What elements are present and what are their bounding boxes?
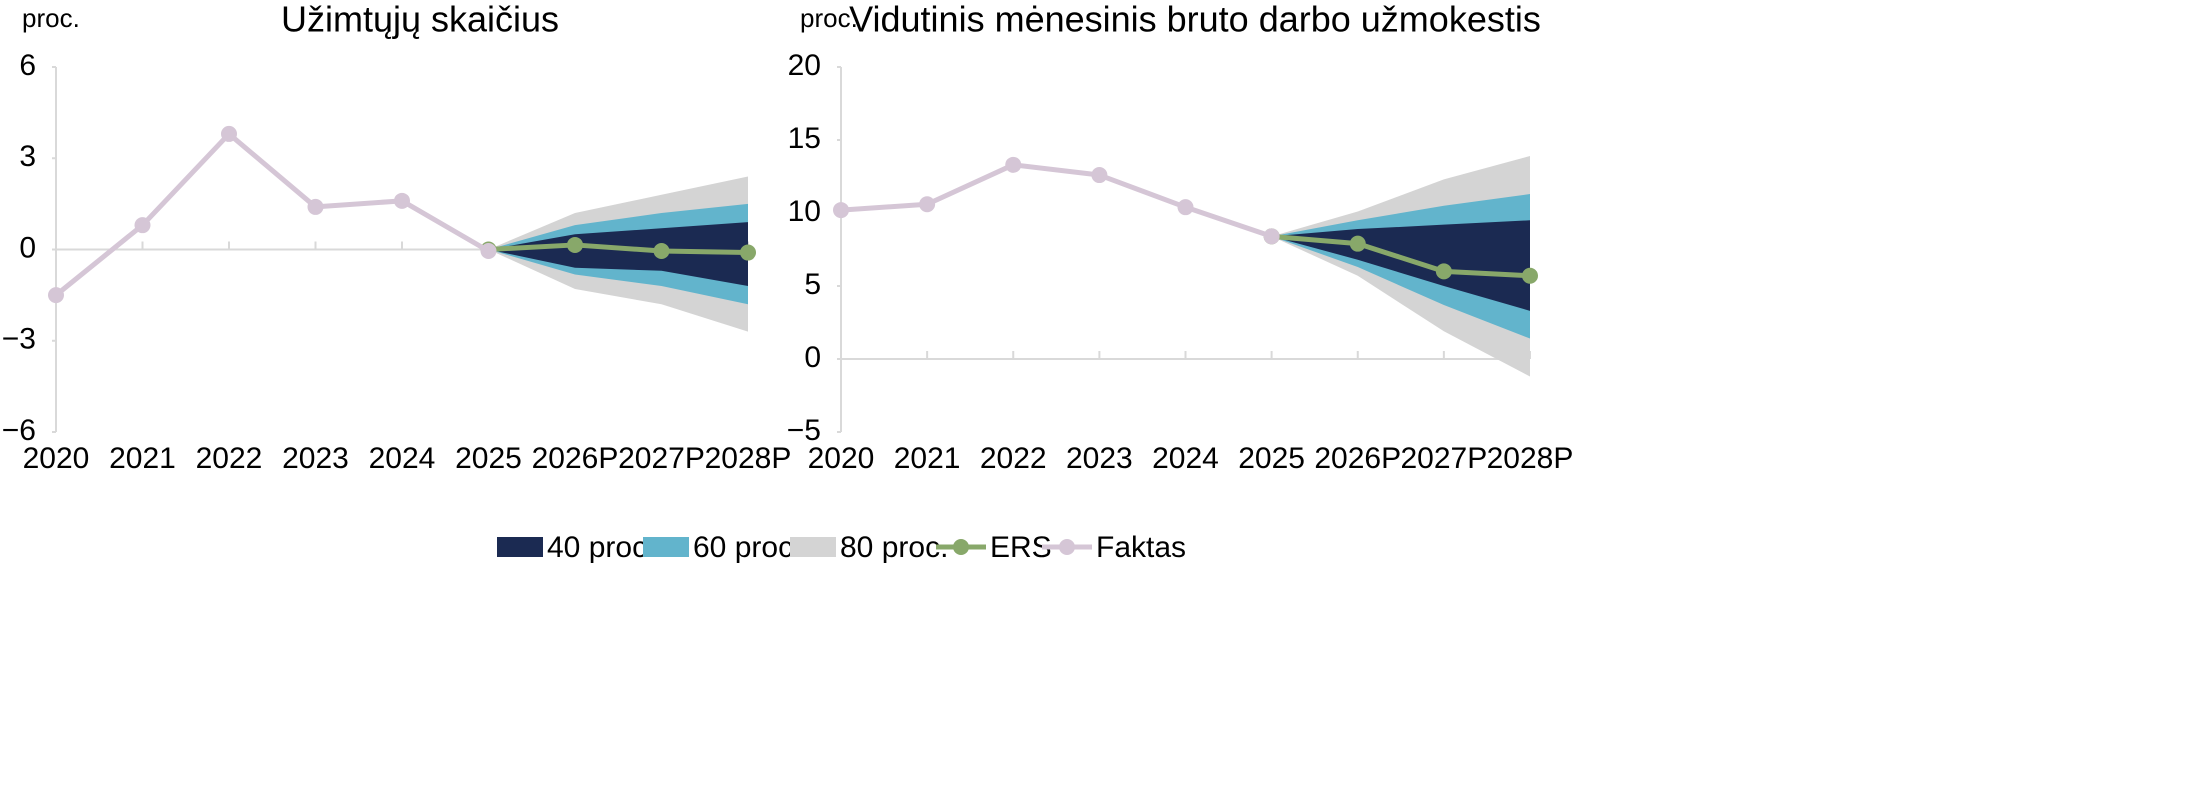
y-tick-label: 0 (19, 231, 36, 264)
line (840, 162, 1273, 239)
x-tick-label: 2021 (109, 442, 176, 475)
x-tick-label: 2021 (894, 442, 961, 475)
x-tick-label: 2024 (1152, 442, 1219, 475)
marker (1177, 199, 1194, 216)
marker (567, 236, 583, 253)
y-tick-label: 3 (19, 140, 36, 173)
legend-swatch (643, 537, 689, 557)
marker (394, 192, 410, 209)
legend-swatch (497, 537, 543, 557)
marker (48, 287, 64, 304)
x-tick-label: 2023 (1066, 442, 1133, 475)
marker (1005, 156, 1022, 173)
x-tick-label: 2028P (1487, 442, 1574, 475)
y-tick-label: −5 (787, 414, 821, 447)
x-tick-label: 2025 (1238, 442, 1305, 475)
x-tick-label: 2025 (455, 442, 522, 475)
line (488, 242, 749, 256)
chart-title: Vidutinis mėnesinis bruto darbo užmokest… (849, 0, 1541, 40)
marker (1435, 263, 1452, 280)
legend-label: 40 proc. (547, 531, 655, 564)
legend-label: 80 proc. (840, 531, 948, 564)
x-tick-label: 2027P (618, 442, 705, 475)
y-tick-label: 15 (788, 122, 821, 155)
x-tick-label: 2020 (23, 442, 90, 475)
legend-marker (953, 539, 969, 555)
y-tick-label: 0 (804, 341, 821, 374)
legend-label: Faktas (1096, 531, 1186, 564)
line (54, 131, 490, 298)
y-tick-label: 10 (788, 195, 821, 228)
x-tick-label: 2022 (980, 442, 1047, 475)
y-tick-label: −3 (2, 323, 36, 356)
marker (740, 244, 756, 261)
x-tick-label: 2020 (808, 442, 875, 475)
legend-label: ERS (990, 531, 1052, 564)
x-tick-label: 2026P (1314, 442, 1401, 475)
marker (653, 243, 670, 260)
x-tick-label: 2023 (282, 442, 349, 475)
y-tick-label: 20 (788, 49, 821, 82)
chart-title: Užimtųjų skaičius (281, 0, 559, 40)
marker (833, 202, 849, 219)
marker (1522, 267, 1538, 284)
marker (1091, 167, 1108, 184)
y-tick-label: 6 (19, 49, 36, 82)
line (1271, 233, 1531, 279)
y-axis-unit: proc. (800, 3, 858, 33)
x-tick-label: 2028P (705, 442, 792, 475)
band (488, 222, 748, 286)
legend-label: 60 proc. (693, 531, 801, 564)
legend-swatch (790, 537, 836, 557)
marker (307, 198, 324, 215)
marker (919, 196, 936, 213)
x-tick-label: 2022 (196, 442, 263, 475)
y-tick-label: 5 (804, 268, 821, 301)
marker (480, 243, 497, 260)
x-tick-label: 2027P (1401, 442, 1488, 475)
marker (134, 217, 151, 234)
legend-marker (1059, 539, 1075, 555)
marker (221, 125, 237, 142)
x-tick-label: 2026P (532, 442, 619, 475)
y-axis-unit: proc. (22, 3, 80, 33)
y-tick-label: −6 (2, 414, 36, 447)
marker (1349, 235, 1366, 252)
marker (1263, 228, 1280, 245)
x-tick-label: 2024 (369, 442, 436, 475)
